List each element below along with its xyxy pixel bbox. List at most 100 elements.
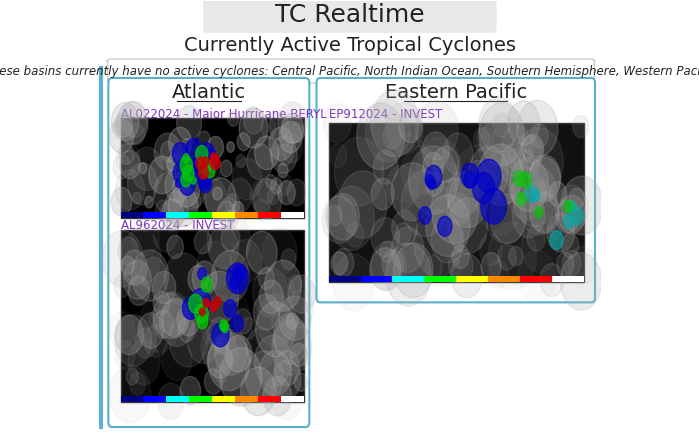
Circle shape [426,171,443,196]
Bar [281,212,303,218]
Circle shape [122,250,147,285]
Circle shape [415,101,458,160]
Circle shape [188,265,208,293]
Text: EP912024 - INVEST: EP912024 - INVEST [329,108,442,121]
Circle shape [161,141,175,162]
Circle shape [194,230,212,254]
Circle shape [433,146,459,182]
Circle shape [422,132,449,169]
Circle shape [158,292,189,335]
Bar [143,212,166,218]
Circle shape [135,328,157,358]
Bar [329,277,361,282]
Circle shape [128,340,160,385]
Circle shape [265,260,301,311]
Circle shape [281,249,296,270]
Circle shape [414,210,463,277]
Circle shape [247,144,273,180]
Circle shape [290,122,304,142]
Circle shape [509,134,541,178]
Circle shape [124,260,152,299]
Circle shape [164,191,188,225]
Circle shape [399,111,422,142]
Circle shape [224,295,249,329]
Circle shape [115,170,145,210]
Circle shape [477,160,501,193]
Bar [258,212,281,218]
Circle shape [152,271,175,304]
Circle shape [226,142,234,153]
Circle shape [115,315,152,366]
Circle shape [237,133,250,151]
Circle shape [164,253,202,305]
Circle shape [201,323,236,371]
Circle shape [166,156,178,171]
Circle shape [278,163,288,177]
Circle shape [391,210,417,246]
Circle shape [438,216,452,236]
Circle shape [322,196,356,243]
Circle shape [212,250,249,302]
Circle shape [138,313,164,348]
Circle shape [191,289,210,316]
Circle shape [532,190,540,201]
Circle shape [273,276,294,306]
Circle shape [570,207,584,225]
Circle shape [149,156,176,194]
Circle shape [161,199,183,231]
Circle shape [274,316,308,364]
Circle shape [240,318,256,340]
Circle shape [208,317,231,349]
Circle shape [261,118,276,139]
Circle shape [479,103,524,166]
Circle shape [257,178,275,203]
Circle shape [331,252,347,275]
Circle shape [267,188,279,205]
Circle shape [210,153,217,163]
Circle shape [139,163,147,174]
Circle shape [329,144,347,167]
Circle shape [432,163,469,215]
Circle shape [490,194,526,243]
Bar [552,277,584,282]
Circle shape [245,351,283,403]
Circle shape [520,172,532,188]
Circle shape [519,149,534,170]
Circle shape [110,365,151,423]
Circle shape [425,255,442,279]
Circle shape [207,343,232,378]
Circle shape [212,323,229,347]
Circle shape [192,291,205,309]
Circle shape [371,218,399,257]
Circle shape [454,145,503,212]
Circle shape [182,297,199,319]
Circle shape [120,229,161,285]
Circle shape [109,312,135,348]
Circle shape [563,250,581,276]
Circle shape [286,290,313,328]
Circle shape [208,136,224,159]
Circle shape [199,173,211,189]
Circle shape [199,308,205,316]
Circle shape [153,293,186,339]
Circle shape [558,195,585,233]
Circle shape [173,163,188,183]
Circle shape [269,127,294,160]
Circle shape [530,192,559,233]
Circle shape [208,333,250,391]
Circle shape [113,155,131,179]
Circle shape [275,173,291,195]
Circle shape [477,160,491,180]
Bar [329,123,584,282]
Circle shape [510,180,528,205]
Circle shape [327,205,342,226]
Circle shape [547,213,575,252]
Bar [235,396,258,402]
Circle shape [417,137,461,199]
Circle shape [473,128,490,151]
Circle shape [391,227,424,273]
Circle shape [173,142,188,165]
Circle shape [514,128,563,197]
Circle shape [194,153,208,173]
Bar [189,212,212,218]
